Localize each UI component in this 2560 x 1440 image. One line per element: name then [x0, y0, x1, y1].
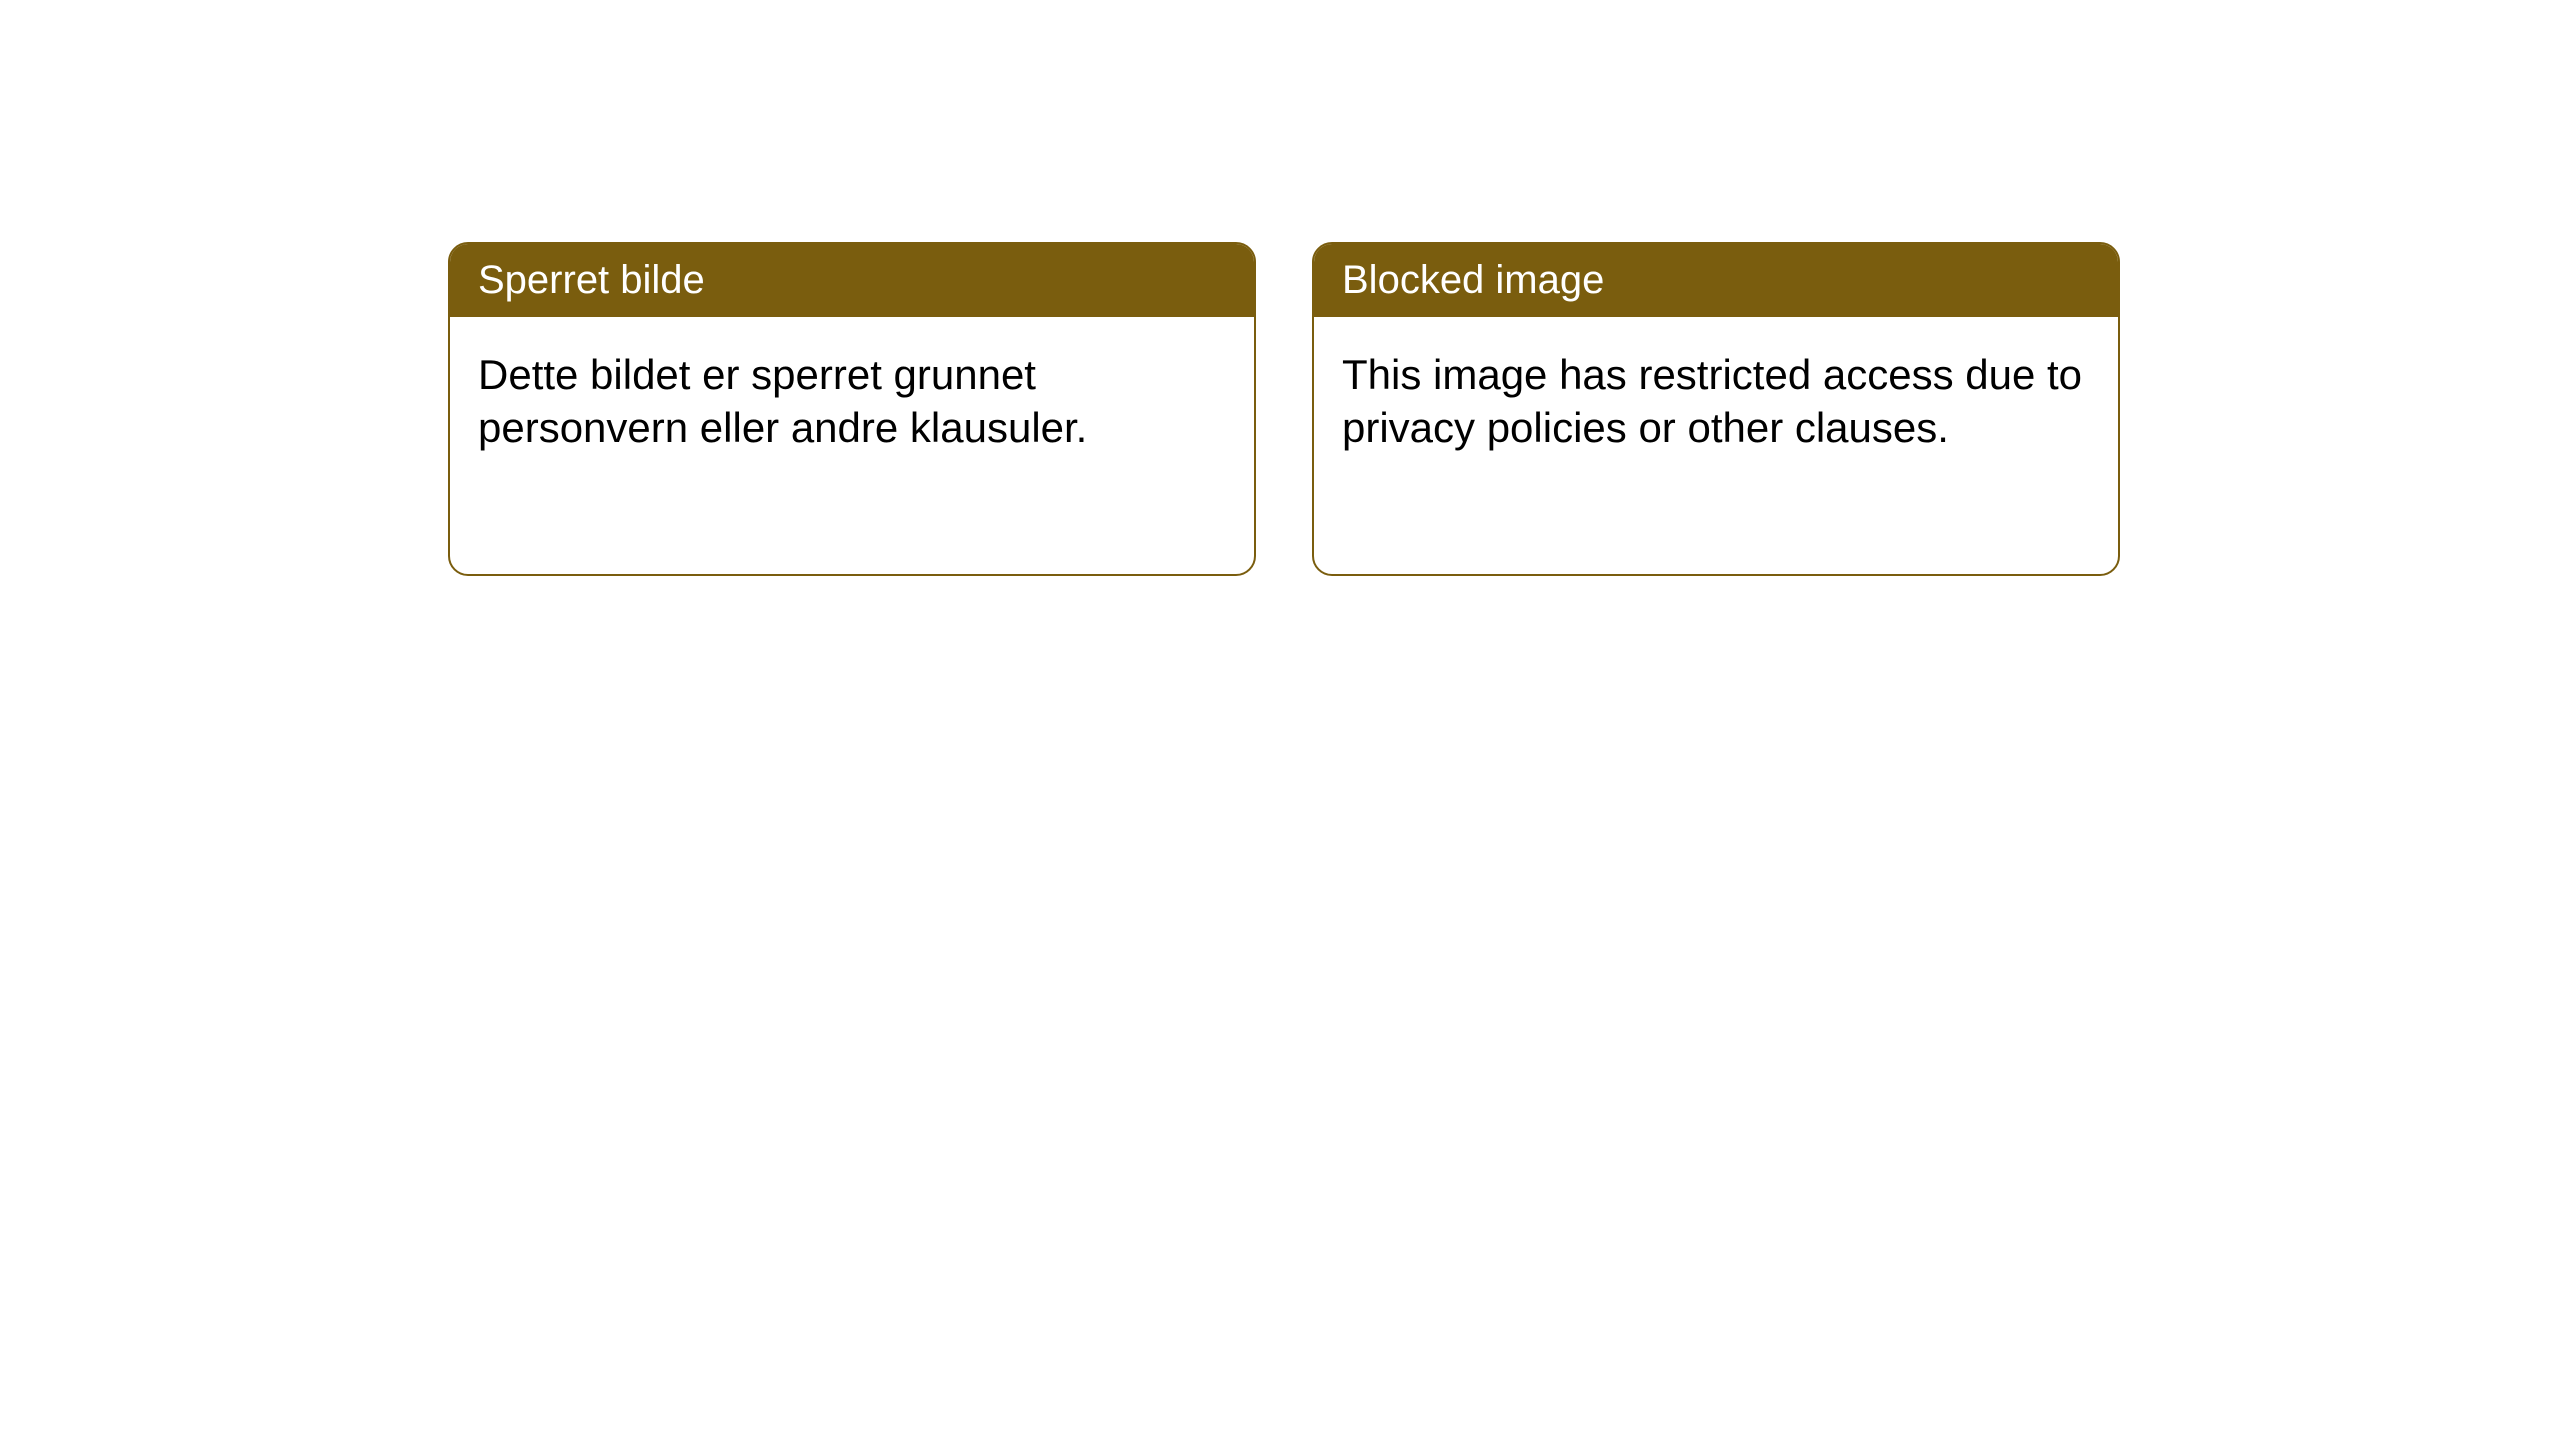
- card-body-text: This image has restricted access due to …: [1342, 351, 2082, 451]
- card-title: Sperret bilde: [478, 258, 705, 302]
- card-body: This image has restricted access due to …: [1314, 317, 2118, 486]
- card-body-text: Dette bildet er sperret grunnet personve…: [478, 351, 1087, 451]
- notice-container: Sperret bilde Dette bildet er sperret gr…: [448, 242, 2120, 576]
- card-header: Sperret bilde: [450, 244, 1254, 317]
- notice-card-norwegian: Sperret bilde Dette bildet er sperret gr…: [448, 242, 1256, 576]
- notice-card-english: Blocked image This image has restricted …: [1312, 242, 2120, 576]
- card-header: Blocked image: [1314, 244, 2118, 317]
- card-title: Blocked image: [1342, 258, 1604, 302]
- card-body: Dette bildet er sperret grunnet personve…: [450, 317, 1254, 486]
